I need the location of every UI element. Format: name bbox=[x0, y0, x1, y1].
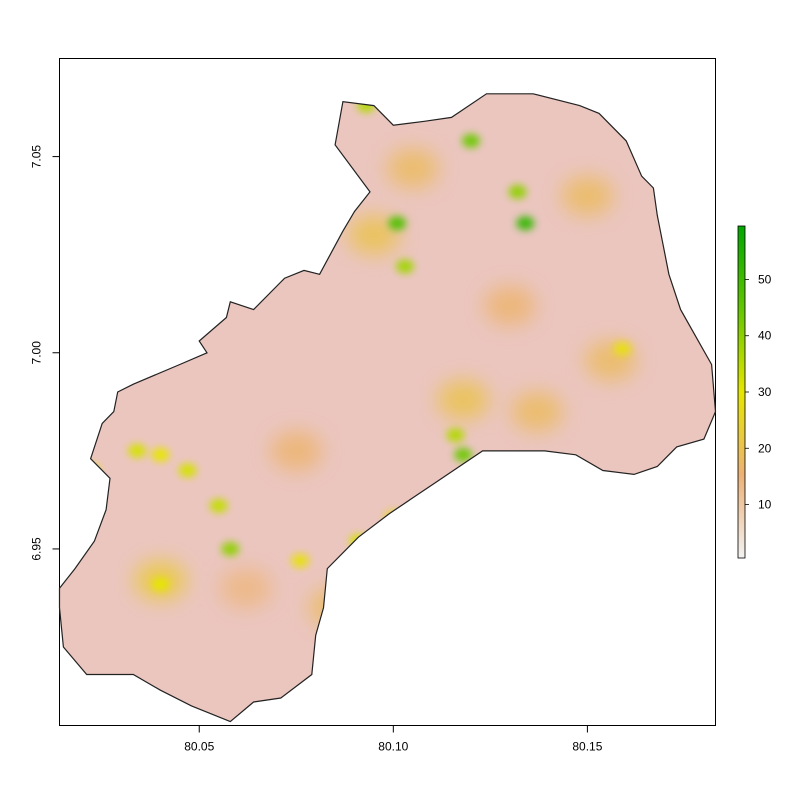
legend-tick-label: 30 bbox=[758, 385, 772, 399]
raster-hotspot bbox=[388, 216, 407, 231]
raster-patch bbox=[510, 391, 563, 432]
y-tick-label: 7.05 bbox=[30, 145, 44, 169]
y-tick-label: 6.95 bbox=[30, 537, 44, 561]
x-axis: 80.05 80.10 80.15 bbox=[184, 725, 603, 754]
x-tick-label: 80.05 bbox=[184, 740, 214, 754]
raster-patch bbox=[219, 568, 272, 609]
patch-layer bbox=[134, 148, 637, 628]
raster-hotspot bbox=[446, 428, 465, 443]
x-tick-label: 80.10 bbox=[378, 740, 408, 754]
legend-tick-label: 20 bbox=[758, 441, 772, 455]
legend-ticks: 10 20 30 40 50 bbox=[745, 272, 772, 512]
legend-tick-label: 40 bbox=[758, 329, 772, 343]
raster-hotspot bbox=[221, 541, 240, 556]
legend-tick-label: 50 bbox=[758, 272, 772, 286]
x-tick-label: 80.15 bbox=[572, 740, 602, 754]
y-tick-label: 7.00 bbox=[30, 341, 44, 365]
raster-hotspot bbox=[209, 498, 228, 513]
color-legend: 10 20 30 40 50 bbox=[737, 225, 772, 559]
raster-hotspot bbox=[178, 463, 197, 478]
raster-patch bbox=[386, 148, 439, 189]
raster-hotspot bbox=[613, 341, 632, 356]
raster-hotspot bbox=[291, 553, 310, 568]
raster-hotspot bbox=[395, 259, 414, 274]
raster-hotspot bbox=[128, 443, 147, 458]
raster-patch bbox=[270, 430, 323, 471]
legend-tick-label: 10 bbox=[758, 498, 772, 512]
raster-patch bbox=[437, 379, 490, 420]
raster-hotspot bbox=[151, 577, 170, 592]
raster-hotspot bbox=[454, 447, 473, 462]
y-axis: 6.95 7.00 7.05 bbox=[30, 145, 60, 561]
raster-hotspot bbox=[508, 184, 527, 199]
raster-hotspot bbox=[151, 447, 170, 462]
raster-hotspot bbox=[516, 216, 535, 231]
raster-patch bbox=[347, 215, 400, 256]
raster-hotspot bbox=[461, 133, 480, 148]
legend-color-bar bbox=[737, 225, 746, 559]
region-boundary bbox=[58, 93, 717, 723]
raster-patch bbox=[483, 285, 536, 326]
raster-patch bbox=[561, 175, 614, 216]
